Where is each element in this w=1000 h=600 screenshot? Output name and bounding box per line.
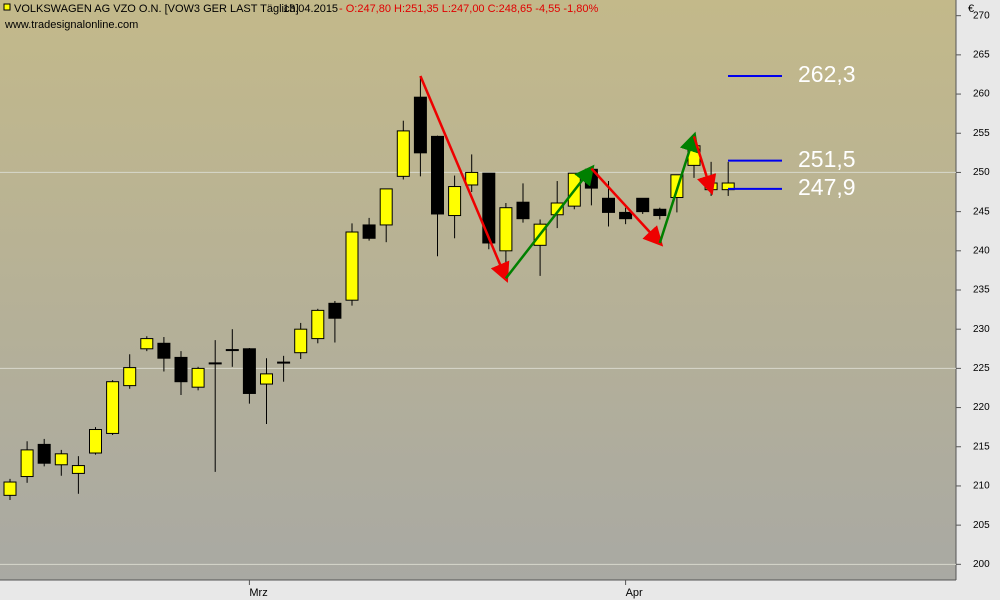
icon xyxy=(3,3,11,11)
candle-body xyxy=(362,224,376,239)
y-tick-label: 225 xyxy=(973,363,990,374)
plot-area xyxy=(0,0,956,580)
zigzag-arrow xyxy=(692,136,717,196)
x-tick-label: Mrz xyxy=(249,587,267,599)
y-tick-label: 235 xyxy=(973,285,990,296)
y-tick-label: 265 xyxy=(973,50,990,61)
candle-body xyxy=(619,211,633,220)
candle-body xyxy=(54,453,68,466)
y-tick-label: 260 xyxy=(973,89,990,100)
candle-body xyxy=(396,130,410,177)
candle-body xyxy=(602,197,615,213)
y-axis-area xyxy=(956,0,1000,600)
candle-body xyxy=(516,201,530,220)
x-tick-label: Apr xyxy=(626,587,643,599)
level-label: 262,3 xyxy=(798,61,856,87)
level-label: 247,9 xyxy=(798,174,856,200)
candle-body xyxy=(37,443,51,464)
y-tick-label: 245 xyxy=(973,206,990,217)
candle-body xyxy=(448,186,462,217)
x-axis-area xyxy=(0,580,956,600)
zigzag-arrow xyxy=(504,164,595,280)
y-tick-label: 220 xyxy=(973,402,990,413)
candle-body xyxy=(482,172,496,244)
zigzag-arrow xyxy=(419,75,510,283)
candle-body xyxy=(208,362,222,365)
y-unit: € xyxy=(968,3,974,15)
zigzag-arrow xyxy=(590,167,664,247)
candle-body xyxy=(431,135,444,215)
candle-body xyxy=(20,449,34,478)
candle-body xyxy=(413,96,427,154)
candle-body xyxy=(499,207,513,252)
candle-body xyxy=(653,208,667,217)
candle-body xyxy=(550,202,564,216)
candle-body xyxy=(328,302,342,319)
candle-body xyxy=(106,381,120,434)
candle-body xyxy=(191,367,205,388)
y-tick-label: 210 xyxy=(973,481,990,492)
candle-body xyxy=(242,348,256,394)
y-tick-label: 270 xyxy=(973,10,990,21)
candle-body xyxy=(3,481,17,496)
candle-body xyxy=(71,465,85,474)
candle-body xyxy=(277,361,291,364)
y-tick-label: 200 xyxy=(973,559,990,570)
candle-body xyxy=(123,367,137,387)
header-ohlc: - O:247,80 H:251,35 L:247,00 C:248,65 -4… xyxy=(339,3,599,15)
candle-body xyxy=(465,171,479,186)
candle-body xyxy=(89,429,102,454)
candle-body xyxy=(140,338,154,350)
y-tick-label: 215 xyxy=(973,441,990,452)
header-date: 13.04.2015 xyxy=(283,3,338,15)
candle-body xyxy=(379,188,393,226)
candle-body xyxy=(636,197,650,213)
candle-body xyxy=(174,356,188,383)
candle-body xyxy=(294,328,308,354)
source: www.tradesignalonline.com xyxy=(4,19,138,31)
y-tick-label: 250 xyxy=(973,167,990,178)
candle-body xyxy=(260,373,273,385)
zigzag-arrow xyxy=(658,131,699,244)
y-tick-label: 230 xyxy=(973,324,990,335)
candle-body xyxy=(311,309,325,340)
header-title: VOLKSWAGEN AG VZO O.N. [VOW3 GER LAST Tä… xyxy=(14,3,299,15)
candle-body xyxy=(225,349,239,352)
level-label: 251,5 xyxy=(798,146,856,172)
candle-body xyxy=(345,231,359,301)
y-tick-label: 255 xyxy=(973,128,990,139)
candle-body xyxy=(157,342,171,359)
y-tick-label: 240 xyxy=(973,245,990,256)
y-tick-label: 205 xyxy=(973,520,990,531)
